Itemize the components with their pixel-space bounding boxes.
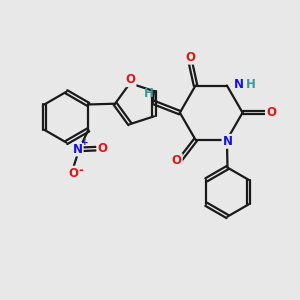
Text: O: O [98,142,107,155]
Text: O: O [125,73,136,86]
Text: N: N [73,143,83,156]
Text: O: O [266,106,276,119]
Text: -: - [79,164,83,177]
Text: N: N [233,77,244,91]
Text: O: O [68,167,78,180]
Text: O: O [172,154,182,167]
Text: N: N [223,135,232,148]
Text: H: H [245,77,255,91]
Text: H: H [144,87,153,101]
Text: +: + [81,138,88,147]
Text: O: O [185,51,195,64]
